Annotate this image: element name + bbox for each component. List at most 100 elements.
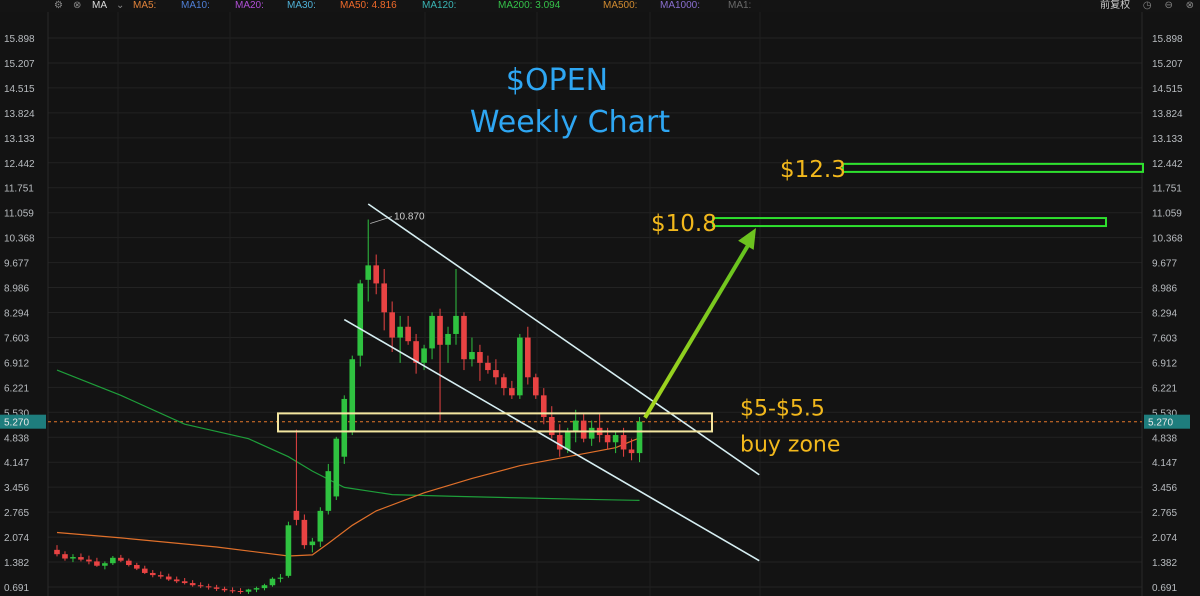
annotations: 10.870 $5-$5.5 buy zone $10.8 $12.3 (277, 157, 1144, 562)
y-tick-left: 2.765 (4, 508, 29, 519)
candle-body (525, 337, 531, 378)
ma-indicator-6[interactable]: MA200: 3.094 (498, 0, 561, 11)
candle-body (110, 557, 116, 564)
candle (357, 279, 364, 367)
candle-body (86, 559, 92, 562)
y-tick-right: 3.456 (1152, 483, 1177, 494)
dropdown-icon[interactable]: ⌄ (116, 0, 125, 11)
candle (70, 554, 76, 563)
y-tick-right: 0.691 (1152, 583, 1177, 594)
candle (173, 576, 180, 584)
clock-icon[interactable]: ◷ (1142, 0, 1152, 11)
y-tick-right: 6.221 (1152, 383, 1177, 394)
candle (429, 312, 435, 360)
y-tick-left: 8.986 (4, 284, 29, 295)
y-axis-right: 15.898 15.207 14.515 13.824 13.133 12.442 11.7… (1152, 34, 1183, 594)
candle-body (604, 435, 611, 443)
candle (445, 326, 451, 363)
candle-body (429, 315, 435, 349)
candle (453, 268, 459, 345)
candle (94, 557, 100, 567)
candle-body (477, 352, 483, 363)
candle (548, 406, 555, 439)
target-arrow-head (738, 228, 756, 250)
y-tick-right: 13.824 (1152, 109, 1183, 120)
candle (469, 337, 475, 367)
candle (141, 565, 148, 575)
candle (237, 588, 244, 594)
candle-body (501, 377, 507, 389)
adjust-mode-button[interactable]: 前复权 (1100, 0, 1131, 11)
y-tick-right: 13.133 (1152, 134, 1183, 145)
ma-indicator-7[interactable]: MA500: (603, 0, 638, 11)
close-icon[interactable]: ⊗ (73, 0, 82, 11)
candle-body (102, 563, 108, 566)
buy-zone-label: buy zone (740, 433, 840, 458)
candle-body (533, 377, 539, 396)
candle (636, 416, 643, 463)
candle-body (54, 549, 60, 555)
candle-body (453, 315, 459, 334)
candle (149, 570, 156, 578)
candle-body (181, 581, 188, 584)
candle-body (317, 510, 324, 542)
y-tick-left: 12.442 (4, 159, 35, 170)
target2-label: $12.3 (780, 157, 846, 183)
candle-body (469, 352, 475, 360)
buy-zone-range-label: $5-$5.5 (740, 397, 825, 422)
candle-body (341, 398, 348, 457)
candle-body (293, 510, 300, 520)
y-tick-left: 5.530 (4, 408, 29, 419)
y-tick-right: 9.677 (1152, 259, 1177, 270)
candle-body (493, 370, 499, 378)
candle (285, 521, 292, 578)
ma-indicator-9[interactable]: MA1: (728, 0, 752, 11)
ma-indicator-5[interactable]: MA120: (422, 0, 457, 11)
close-window-icon[interactable]: ⊗ (1185, 0, 1194, 11)
y-tick-left: 11.751 (4, 184, 34, 195)
candle (397, 315, 403, 363)
y-tick-left: 14.515 (4, 84, 35, 95)
candle (588, 420, 595, 446)
ma-indicator-3[interactable]: MA30: (287, 0, 316, 11)
y-tick-right: 6.912 (1152, 358, 1177, 369)
candle-body (237, 591, 244, 593)
indicator-label[interactable]: MA (92, 0, 107, 11)
y-tick-left: 15.898 (4, 34, 35, 45)
candle-body (461, 315, 467, 360)
candle-body (165, 576, 172, 580)
ma-indicator-4[interactable]: MA50: 4.816 (340, 0, 397, 11)
candle-body (333, 438, 340, 497)
y-tick-right: 2.074 (1152, 533, 1177, 544)
candle-body (636, 421, 643, 454)
candle-body (373, 265, 379, 284)
candle-body (572, 420, 579, 432)
ma-indicator-2[interactable]: MA20: (235, 0, 264, 11)
indicator-toolbar: ⚙ ⊗ MA ⌄ MA5: MA10: MA20: MA30: MA50: 4.816 M… (0, 0, 1200, 12)
candle-body (509, 388, 515, 396)
candle-body (205, 586, 212, 588)
candle-body (485, 362, 491, 371)
candle-body (357, 283, 364, 356)
candle-body (277, 577, 284, 579)
y-tick-right: 10.368 (1152, 234, 1183, 245)
y-tick-right: 1.382 (1152, 558, 1177, 569)
ma-indicator-8[interactable]: MA1000: (660, 0, 701, 11)
candle (413, 333, 419, 374)
candle-body (389, 312, 395, 338)
y-tick-right: 15.207 (1152, 59, 1183, 70)
ma-indicator-0[interactable]: MA5: (133, 0, 157, 11)
high-label: 10.870 (394, 212, 425, 223)
ma-indicator-1[interactable]: MA10: (181, 0, 210, 11)
candle (54, 545, 60, 557)
settings-icon[interactable]: ⚙ (54, 0, 63, 11)
candle (181, 578, 188, 585)
candle (245, 588, 252, 594)
candle (485, 355, 491, 374)
y-tick-left: 13.133 (4, 134, 35, 145)
candle (333, 436, 340, 501)
minimize-icon[interactable]: ⊖ (1164, 0, 1173, 11)
candle (110, 555, 116, 566)
candle-body (405, 326, 411, 342)
